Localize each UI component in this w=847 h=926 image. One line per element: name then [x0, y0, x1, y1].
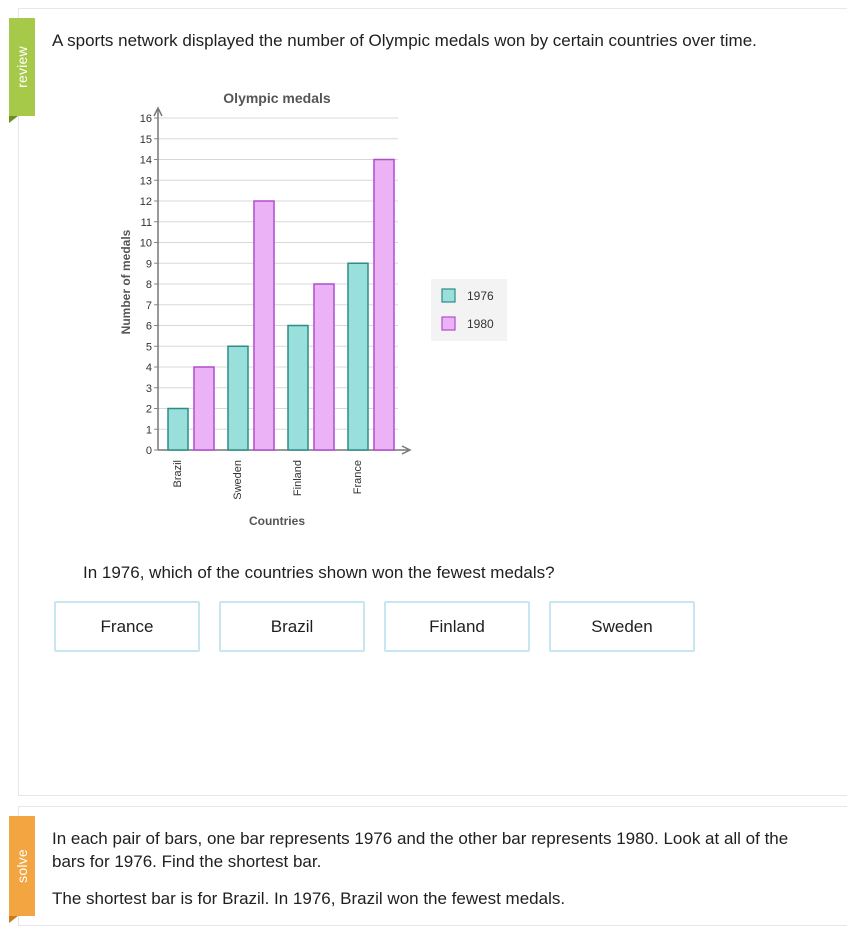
y-tick-label: 4 [146, 362, 152, 374]
legend-swatch-1980 [441, 316, 456, 331]
review-tab-label: review [14, 46, 30, 88]
y-tick-label: 13 [140, 175, 152, 187]
question-text: In 1976, which of the countries shown wo… [83, 563, 555, 582]
bar-finland-1976 [287, 324, 309, 451]
solve-answer: The shortest bar is for Brazil. In 1976,… [52, 889, 566, 908]
y-tick-label: 8 [146, 279, 152, 291]
x-axis-label: Countries [249, 514, 305, 528]
solve-tab-fold [9, 916, 18, 923]
y-tick-label: 14 [140, 155, 152, 167]
y-tick-label: 0 [146, 445, 152, 457]
y-axis-label: Number of medals [119, 229, 133, 334]
bar-sweden-1980 [253, 200, 275, 451]
y-tick-label: 16 [140, 113, 152, 125]
x-tick-label-france: France [352, 460, 364, 494]
y-tick-label: 7 [146, 300, 152, 312]
bar-brazil-1980 [193, 366, 215, 451]
bar-brazil-1976 [167, 407, 189, 451]
bar-sweden-1976 [227, 345, 249, 451]
y-tick-label: 6 [146, 321, 152, 333]
y-tick-label: 1 [146, 424, 152, 436]
review-panel [18, 8, 847, 796]
x-axis-arrow [401, 445, 412, 455]
review-tab-fold [9, 116, 18, 123]
chart-title: Olympic medals [223, 90, 331, 106]
choice-brazil-button[interactable]: Brazil [219, 601, 365, 652]
y-tick-label: 10 [140, 238, 152, 250]
x-tick-label-brazil: Brazil [172, 460, 184, 488]
solve-explanation: In each pair of bars, one bar represents… [52, 829, 789, 871]
bar-chart: Olympic medals012345678910111213141516Nu… [119, 90, 507, 528]
y-tick-label: 12 [140, 196, 152, 208]
y-tick-label: 5 [146, 341, 152, 353]
bar-france-1976 [347, 262, 369, 451]
choice-france-button[interactable]: France [54, 601, 200, 652]
choice-sweden-button[interactable]: Sweden [549, 601, 695, 652]
y-tick-label: 15 [140, 134, 152, 146]
y-tick-label: 9 [146, 258, 152, 270]
legend-label-1980: 1980 [467, 317, 494, 331]
solve-tab: solve [9, 816, 35, 916]
y-tick-label: 3 [146, 383, 152, 395]
choice-finland-button[interactable]: Finland [384, 601, 530, 652]
y-tick-label: 2 [146, 404, 152, 416]
review-tab: review [9, 18, 35, 116]
y-tick-label: 11 [141, 217, 152, 229]
x-tick-label-sweden: Sweden [232, 460, 244, 500]
legend-label-1976: 1976 [467, 289, 494, 303]
bar-finland-1980 [313, 283, 335, 451]
question-prompt: A sports network displayed the number of… [52, 31, 757, 50]
y-axis-arrow [153, 106, 163, 117]
x-tick-label-finland: Finland [292, 460, 304, 496]
solve-tab-label: solve [14, 849, 30, 883]
bar-france-1980 [373, 158, 395, 451]
legend-swatch-1976 [441, 288, 456, 303]
